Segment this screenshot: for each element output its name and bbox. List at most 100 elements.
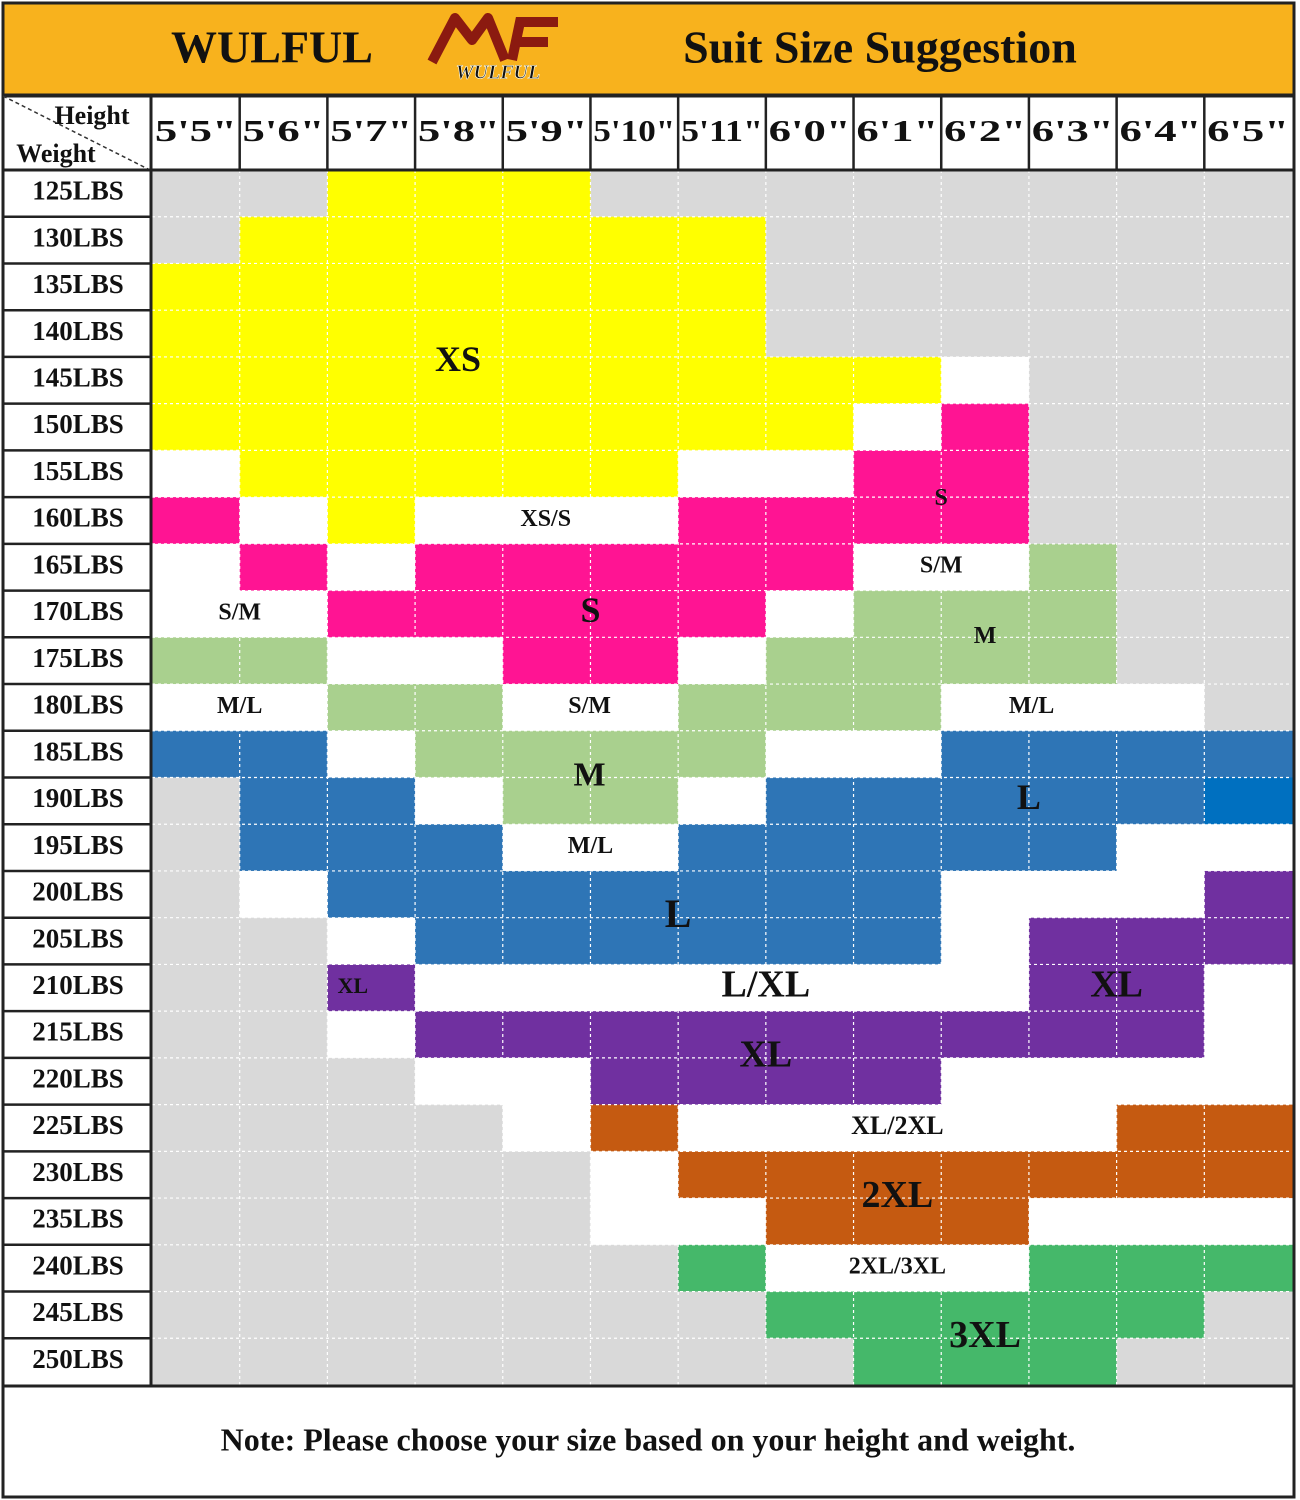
cell xyxy=(415,917,504,965)
row-label: 185LBS xyxy=(32,736,124,766)
cell xyxy=(590,1057,679,1106)
cell xyxy=(1204,1198,1293,1246)
cell xyxy=(502,356,591,405)
cell xyxy=(853,1291,942,1339)
cell xyxy=(1116,356,1205,405)
cell xyxy=(765,1338,855,1386)
cell xyxy=(678,730,767,778)
logo: WULFUL xyxy=(427,13,558,84)
row-label: 245LBS xyxy=(32,1297,124,1327)
row-label: 165LBS xyxy=(32,549,124,579)
cell xyxy=(1028,356,1118,405)
cell xyxy=(1204,1244,1293,1293)
cell xyxy=(415,450,504,498)
cell xyxy=(941,1057,1030,1106)
row-label: 150LBS xyxy=(32,409,124,439)
cell xyxy=(327,403,416,451)
cell xyxy=(590,1338,679,1386)
cell xyxy=(941,1338,1030,1386)
cell xyxy=(678,310,767,358)
cell xyxy=(853,637,942,685)
cell xyxy=(415,543,504,592)
cell xyxy=(327,1151,416,1199)
cell xyxy=(152,450,241,498)
cell xyxy=(152,1151,241,1199)
size-label: S/M xyxy=(218,599,261,625)
cell xyxy=(853,730,942,778)
cell xyxy=(239,310,328,358)
cell xyxy=(239,497,328,545)
cell xyxy=(327,1244,416,1293)
cell xyxy=(941,497,1030,545)
cell xyxy=(678,870,767,919)
cell xyxy=(327,917,416,965)
cell xyxy=(853,403,942,451)
cell xyxy=(327,170,416,218)
cell xyxy=(941,170,1030,218)
cell xyxy=(1028,1151,1118,1199)
cell xyxy=(853,1011,942,1059)
title: Suit Size Suggestion xyxy=(683,22,1077,73)
cell xyxy=(1116,1338,1205,1386)
cell xyxy=(765,964,855,1012)
cell xyxy=(152,403,241,451)
cell xyxy=(765,543,855,592)
cell xyxy=(502,170,591,218)
cell xyxy=(678,1244,767,1293)
cell xyxy=(502,1104,591,1152)
cell xyxy=(1116,310,1205,358)
cell xyxy=(502,870,591,919)
cell xyxy=(152,1104,241,1152)
grid-frame: Height Weight 5'5" 5'6" 5'7" 5'8" 5'9" 5'10" 5… xyxy=(1,94,1296,1388)
cell xyxy=(415,1057,504,1106)
row-label: 140LBS xyxy=(32,316,124,346)
cell xyxy=(415,1104,504,1152)
row-label: 135LBS xyxy=(32,269,124,299)
cell xyxy=(239,684,328,732)
cell xyxy=(239,356,328,405)
size-label: XS/S xyxy=(520,506,571,532)
cell xyxy=(239,824,328,872)
cell xyxy=(1028,590,1118,638)
cell xyxy=(1116,403,1205,451)
cell xyxy=(502,964,591,1012)
size-label: XL xyxy=(1090,964,1143,1006)
cell xyxy=(1204,403,1293,451)
cell xyxy=(765,170,855,218)
cell xyxy=(502,590,591,638)
cell xyxy=(415,1198,504,1246)
cell xyxy=(1116,450,1205,498)
cell xyxy=(1028,637,1118,685)
cell xyxy=(327,1338,416,1386)
cell xyxy=(590,777,679,825)
cell xyxy=(678,1338,767,1386)
cell xyxy=(327,356,416,405)
cell xyxy=(1116,870,1205,919)
cell xyxy=(239,1011,328,1059)
cell xyxy=(1116,1244,1205,1293)
size-label: M xyxy=(574,756,606,793)
cell xyxy=(1116,917,1205,965)
size-label: M/L xyxy=(568,833,613,859)
cell xyxy=(415,637,504,685)
cell xyxy=(590,1011,679,1059)
cell xyxy=(415,964,504,1012)
column-label: 5'9" xyxy=(506,113,588,148)
cell xyxy=(853,1104,942,1152)
cell xyxy=(590,1291,679,1339)
size-label: M xyxy=(974,623,997,649)
cell xyxy=(678,543,767,592)
cell xyxy=(415,730,504,778)
cell xyxy=(765,216,855,264)
cell xyxy=(853,917,942,965)
cell xyxy=(152,590,241,638)
cell xyxy=(1028,403,1118,451)
cell xyxy=(590,964,679,1012)
cell xyxy=(678,263,767,311)
cell xyxy=(941,1198,1030,1246)
row-label: 195LBS xyxy=(32,830,124,860)
cell xyxy=(152,1338,241,1386)
cell xyxy=(415,1291,504,1339)
grid xyxy=(152,170,1293,1386)
cell xyxy=(239,917,328,965)
